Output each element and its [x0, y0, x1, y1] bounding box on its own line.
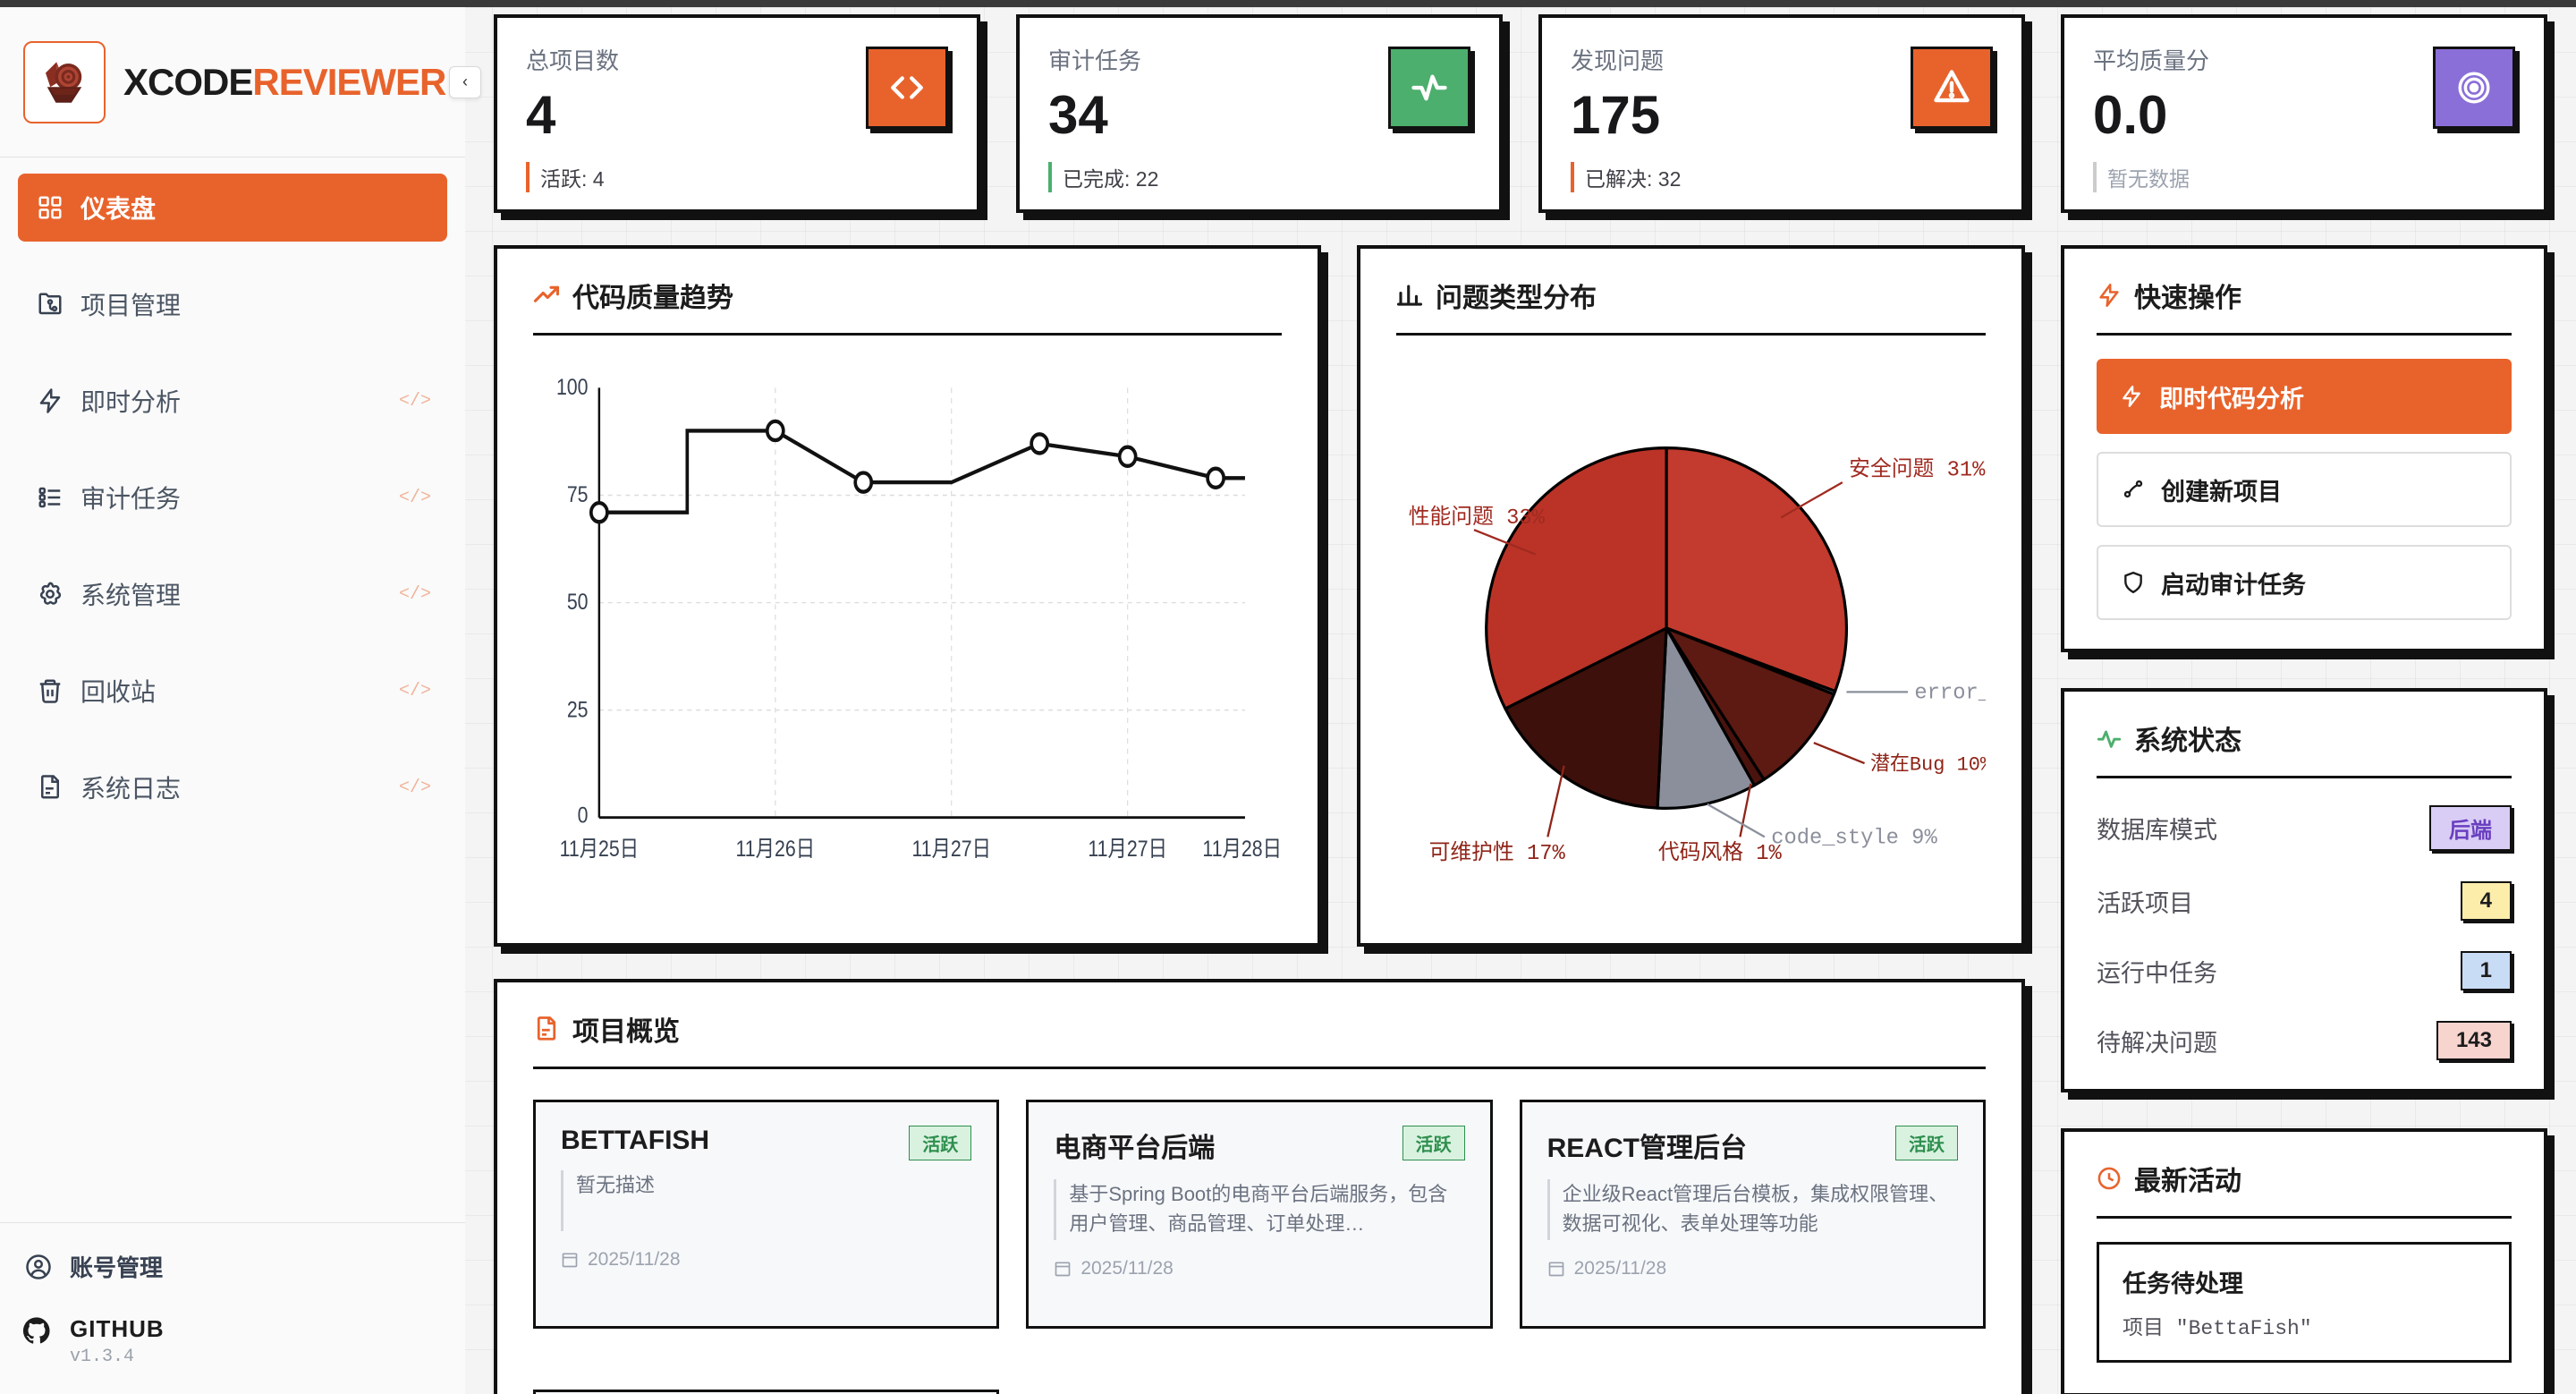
svg-text:75: 75	[567, 482, 589, 507]
svg-text:性能问题 33%: 性能问题 33%	[1409, 505, 1546, 531]
svg-text:11月27日: 11月27日	[911, 836, 991, 861]
svg-text:可维护性 17%: 可维护性 17%	[1429, 840, 1566, 866]
svg-text:11月27日: 11月27日	[1088, 836, 1167, 861]
svg-text:100: 100	[556, 375, 589, 400]
svg-text:安全问题 31%: 安全问题 31%	[1849, 457, 1986, 483]
svg-text:11月28日: 11月28日	[1202, 836, 1282, 861]
svg-text:code_style 9%: code_style 9%	[1771, 827, 1937, 851]
svg-text:0: 0	[578, 803, 589, 828]
svg-text:代码风格 1%: 代码风格 1%	[1658, 840, 1783, 866]
svg-text:潜在Bug 10%: 潜在Bug 10%	[1870, 752, 1986, 776]
svg-text:50: 50	[567, 590, 589, 615]
svg-text:error_handling: error_handling	[1914, 682, 1986, 706]
svg-text:11月26日: 11月26日	[736, 836, 816, 861]
svg-text:25: 25	[567, 697, 589, 722]
svg-text:11月25日: 11月25日	[560, 836, 640, 861]
